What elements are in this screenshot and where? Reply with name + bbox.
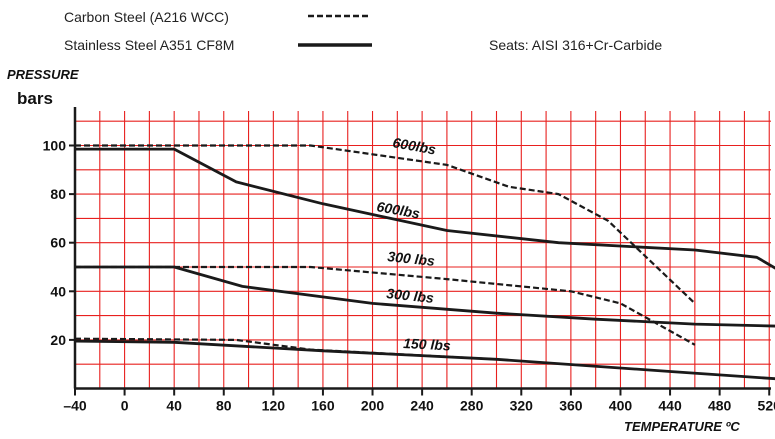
- y-tick-label: 80: [50, 186, 66, 202]
- x-tick-label: 400: [609, 398, 633, 414]
- y-tick-label: 100: [43, 138, 67, 154]
- y-tick-label: 40: [50, 283, 66, 299]
- seats-note: Seats: AISI 316+Cr-Carbide: [489, 37, 662, 53]
- x-tick-label: 440: [658, 398, 682, 414]
- legend-stainless-steel-label: Stainless Steel A351 CF8M: [64, 37, 234, 53]
- x-tick-label: 80: [216, 398, 232, 414]
- curve-label: 600lbs: [375, 198, 421, 221]
- x-tick-label: 280: [460, 398, 484, 414]
- stainless-steel-series-line: [75, 147, 775, 270]
- y-axis-unit: bars: [17, 89, 53, 108]
- stainless-steel-series-line: [74, 339, 775, 381]
- y-tick-label: 60: [50, 235, 66, 251]
- curve-labels: 600lbs 600lbs 300 lbs 300 lbs 150 lbs: [375, 134, 451, 353]
- x-tick-label: 240: [410, 398, 434, 414]
- x-tick-label: 520: [758, 398, 775, 414]
- x-tick-label: 480: [708, 398, 732, 414]
- series-lines: [74, 144, 775, 381]
- tick-labels: –40 0 40 80 120 160 200 240 280 320 360 400 440 480 52…: [43, 138, 775, 414]
- x-tick-label: 120: [262, 398, 286, 414]
- x-tick-label: 160: [311, 398, 335, 414]
- curve-label: 300 lbs: [387, 248, 436, 269]
- legend: Carbon Steel (A216 WCC) Stainless Steel …: [64, 9, 662, 53]
- stainless-steel-series-line: [75, 265, 775, 328]
- x-tick-label: 40: [166, 398, 182, 414]
- curve-label: 300 lbs: [386, 285, 435, 306]
- curve-label: 600lbs: [391, 134, 437, 157]
- x-tick-label: –40: [63, 398, 87, 414]
- x-axis-title: TEMPERATURE ºC: [624, 419, 740, 434]
- curve-label: 150 lbs: [403, 335, 451, 353]
- carbon-steel-series-line: [75, 265, 696, 346]
- y-axis-title: PRESSURE: [7, 67, 79, 82]
- y-tick-label: 20: [50, 332, 66, 348]
- x-tick-label: 320: [510, 398, 534, 414]
- grid: [75, 111, 771, 389]
- x-tick-label: 360: [559, 398, 583, 414]
- x-tick-label: 200: [361, 398, 385, 414]
- carbon-steel-series-line: [75, 144, 696, 305]
- x-tick-label: 0: [121, 398, 129, 414]
- legend-carbon-steel-label: Carbon Steel (A216 WCC): [64, 9, 229, 25]
